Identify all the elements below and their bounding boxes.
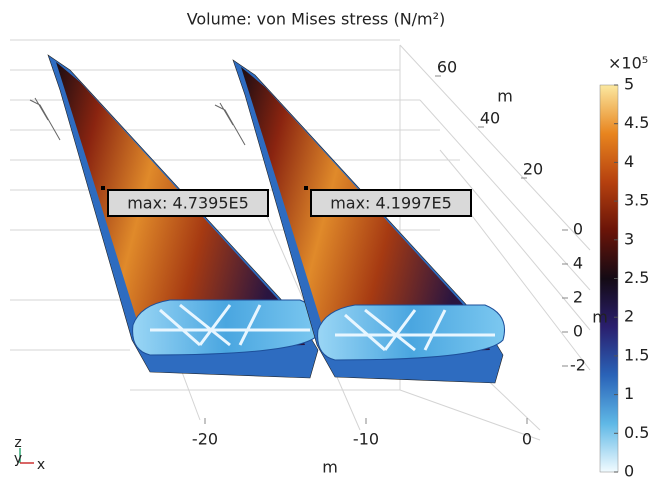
annotation-label: max: 4.1997E5	[330, 194, 452, 213]
colorbar-tick-label: 2	[624, 307, 634, 326]
triad-label: x	[37, 457, 45, 473]
wing-tip-detail	[214, 102, 246, 146]
z-tick-label: 4	[573, 254, 583, 273]
colorbar-tick-label: 2.5	[624, 268, 649, 287]
colorbar-multiplier: ×10⁵	[608, 54, 648, 73]
colorbar-tick-label: 3.5	[624, 191, 649, 210]
y-tick-label: 40	[480, 109, 500, 128]
colorbar-tick-label: 4.5	[624, 113, 649, 132]
triad: z y x	[14, 435, 45, 473]
y-axis-label: m	[497, 87, 513, 106]
colorbar-tick-label: 1	[624, 384, 634, 403]
colorbar-tick-label: 0.5	[624, 423, 649, 442]
z-tick-label: 0	[573, 220, 583, 239]
x-axis-label: m	[322, 458, 338, 477]
colorbar-tick-label: 4	[624, 152, 634, 171]
triad-label: y	[14, 451, 22, 467]
y-tick-label: 60	[437, 58, 457, 77]
x-tick-label: -10	[353, 430, 379, 449]
z-tick-label: 2	[573, 288, 583, 307]
triad-label: z	[14, 435, 21, 451]
wing-ribs	[150, 303, 310, 347]
x-tick-label: -20	[192, 430, 218, 449]
wing-tip-detail	[29, 97, 61, 141]
wing-root	[317, 304, 505, 361]
max-point	[101, 186, 105, 190]
annotation-box	[310, 189, 472, 217]
colorbar-tick-label: 1.5	[624, 345, 649, 364]
z-axis-label: m	[592, 308, 608, 327]
y-tick-label: 20	[523, 160, 543, 179]
colorbar-tick-label: 0	[624, 462, 634, 481]
z-tick-label: -2	[570, 356, 586, 375]
chart-title: Volume: von Mises stress (N/m²)	[187, 10, 446, 29]
colorbar-tick-label: 3	[624, 229, 634, 248]
wing-root	[132, 299, 320, 356]
colorbar-tick-label: 5	[624, 75, 634, 94]
wing-ribs	[335, 308, 495, 352]
x-tick-label: 0	[522, 430, 532, 449]
wings	[29, 54, 505, 384]
z-tick-label: 0	[573, 322, 583, 341]
annotation-label: max: 4.7395E5	[127, 194, 249, 213]
annotation-box	[107, 189, 269, 217]
max-point	[304, 186, 308, 190]
